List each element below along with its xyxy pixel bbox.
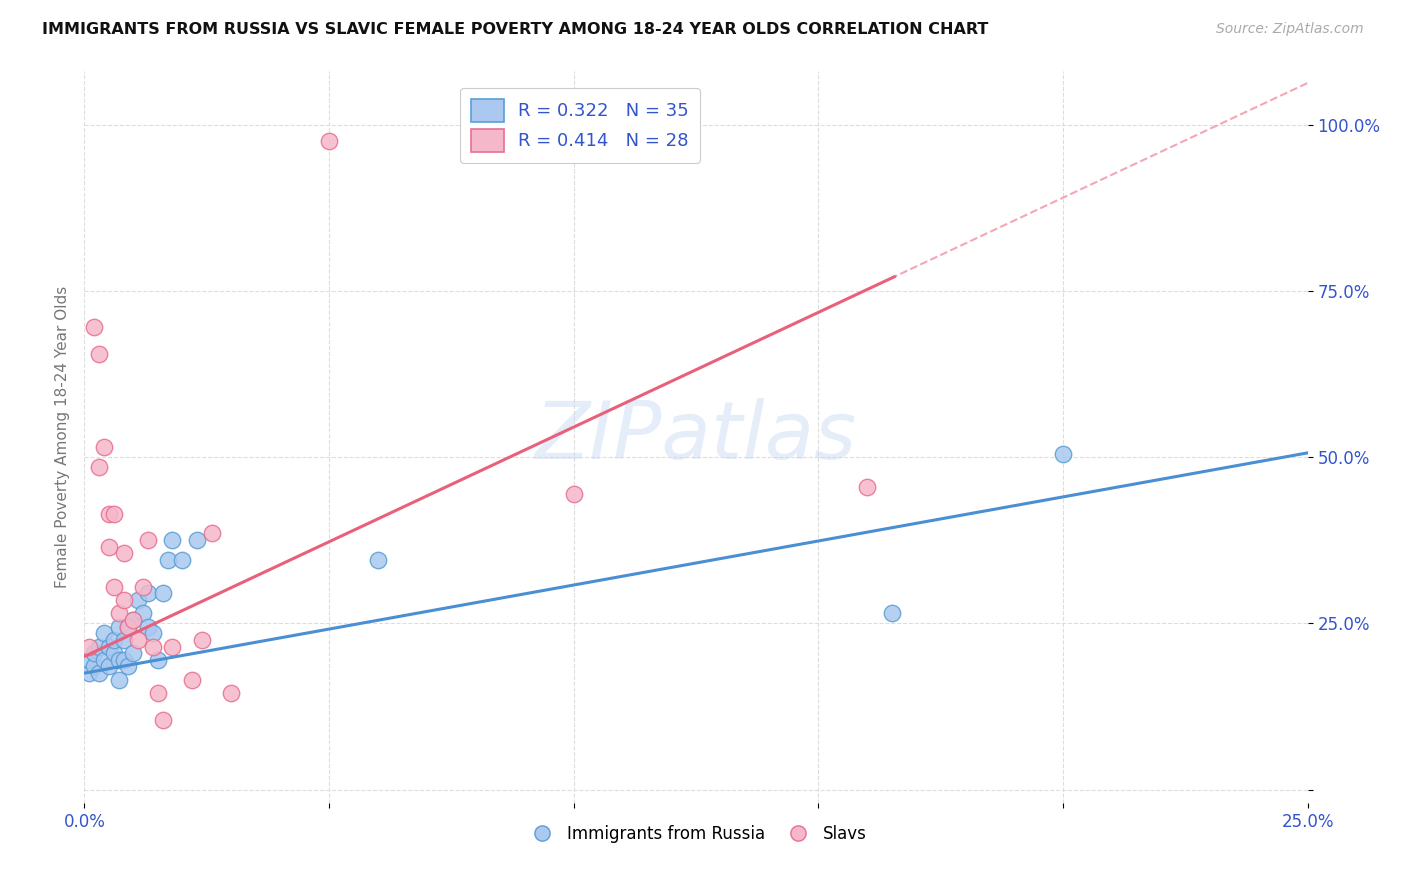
Point — [146, 653, 169, 667]
Point — [152, 586, 174, 600]
Point — [97, 659, 120, 673]
Point — [181, 673, 204, 687]
Point — [77, 666, 100, 681]
Legend: Immigrants from Russia, Slavs: Immigrants from Russia, Slavs — [519, 818, 873, 849]
Point — [162, 533, 184, 548]
Point — [152, 713, 174, 727]
Point — [122, 646, 145, 660]
Point — [93, 626, 115, 640]
Point — [87, 347, 110, 361]
Point — [112, 593, 135, 607]
Point — [112, 632, 135, 647]
Point — [112, 653, 135, 667]
Point — [103, 580, 125, 594]
Point — [318, 134, 340, 148]
Point — [87, 460, 110, 475]
Point — [107, 619, 129, 633]
Point — [562, 486, 585, 500]
Point — [136, 619, 159, 633]
Point — [103, 646, 125, 660]
Point — [127, 593, 149, 607]
Point — [77, 653, 100, 667]
Point — [112, 546, 135, 560]
Point — [97, 540, 120, 554]
Text: IMMIGRANTS FROM RUSSIA VS SLAVIC FEMALE POVERTY AMONG 18-24 YEAR OLDS CORRELATIO: IMMIGRANTS FROM RUSSIA VS SLAVIC FEMALE … — [42, 22, 988, 37]
Point — [83, 646, 105, 660]
Point — [142, 640, 165, 654]
Text: Source: ZipAtlas.com: Source: ZipAtlas.com — [1216, 22, 1364, 37]
Point — [87, 640, 110, 654]
Point — [132, 580, 155, 594]
Point — [87, 666, 110, 681]
Point — [191, 632, 214, 647]
Point — [107, 653, 129, 667]
Point — [122, 613, 145, 627]
Point — [77, 640, 100, 654]
Point — [219, 686, 242, 700]
Point — [117, 619, 139, 633]
Point — [1052, 447, 1074, 461]
Point — [172, 553, 194, 567]
Point — [156, 553, 179, 567]
Point — [97, 507, 120, 521]
Point — [93, 653, 115, 667]
Point — [136, 533, 159, 548]
Point — [880, 607, 903, 621]
Text: ZIPatlas: ZIPatlas — [534, 398, 858, 476]
Point — [127, 632, 149, 647]
Point — [97, 640, 120, 654]
Point — [83, 320, 105, 334]
Point — [103, 632, 125, 647]
Point — [107, 673, 129, 687]
Y-axis label: Female Poverty Among 18-24 Year Olds: Female Poverty Among 18-24 Year Olds — [55, 286, 70, 588]
Point — [117, 619, 139, 633]
Point — [146, 686, 169, 700]
Point — [136, 586, 159, 600]
Point — [856, 480, 879, 494]
Point — [200, 526, 222, 541]
Point — [142, 626, 165, 640]
Point — [93, 440, 115, 454]
Point — [162, 640, 184, 654]
Point — [186, 533, 208, 548]
Point — [122, 613, 145, 627]
Point — [367, 553, 389, 567]
Point — [107, 607, 129, 621]
Point — [83, 659, 105, 673]
Point — [132, 607, 155, 621]
Point — [103, 507, 125, 521]
Point — [117, 659, 139, 673]
